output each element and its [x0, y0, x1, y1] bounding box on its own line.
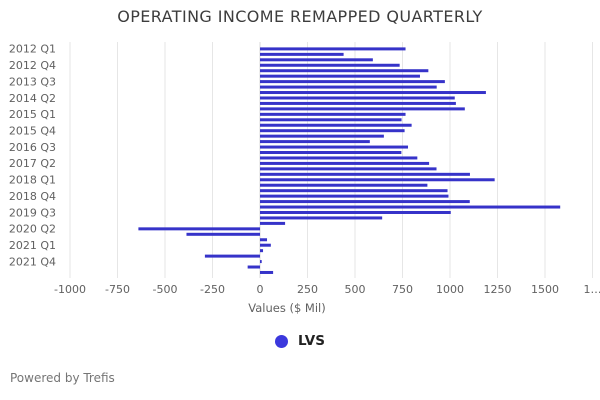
bar[interactable] [260, 80, 445, 84]
bar[interactable] [260, 123, 412, 127]
bar[interactable] [260, 249, 264, 253]
bar[interactable] [260, 151, 402, 155]
y-tick-label: 2015 Q4 [9, 124, 56, 137]
bar[interactable] [260, 161, 430, 165]
bar[interactable] [260, 58, 373, 62]
chart-title: OPERATING INCOME REMAPPED QUARTERLY [117, 7, 483, 26]
x-tick-label: -750 [105, 283, 130, 296]
bar[interactable] [260, 172, 470, 176]
x-tick-label: 500 [345, 283, 366, 296]
x-tick-label: 1… [584, 283, 600, 296]
bar[interactable] [260, 134, 384, 138]
bar[interactable] [260, 200, 470, 204]
x-tick-label: -1000 [54, 283, 86, 296]
x-tick-label: -250 [200, 283, 225, 296]
bar[interactable] [138, 227, 260, 231]
y-tick-label: 2021 Q1 [9, 239, 56, 252]
legend-marker-icon [275, 334, 289, 348]
bar[interactable] [260, 178, 495, 182]
bar[interactable] [260, 140, 370, 144]
x-tick-label: 1000 [436, 283, 464, 296]
bar[interactable] [260, 189, 448, 193]
bar[interactable] [260, 47, 406, 51]
bar[interactable] [247, 265, 260, 269]
y-tick-label: 2021 Q4 [9, 255, 56, 268]
bar[interactable] [260, 183, 428, 187]
bar[interactable] [260, 101, 456, 105]
bar[interactable] [260, 96, 455, 100]
bar[interactable] [260, 91, 486, 95]
bar[interactable] [260, 167, 437, 171]
bar[interactable] [260, 112, 406, 116]
bar[interactable] [260, 107, 465, 111]
x-tick-label: 250 [297, 283, 318, 296]
x-tick-label: 0 [257, 283, 264, 296]
x-tick-label: -500 [153, 283, 178, 296]
y-tick-label: 2018 Q1 [9, 174, 56, 187]
bar[interactable] [260, 243, 271, 247]
bar[interactable] [260, 194, 449, 198]
bar[interactable] [260, 270, 274, 274]
bar[interactable] [204, 254, 260, 258]
bar[interactable] [186, 232, 260, 236]
y-tick-label: 2013 Q3 [9, 75, 56, 88]
bar[interactable] [260, 85, 437, 89]
y-tick-label: 2016 Q3 [9, 141, 56, 154]
y-tick-label: 2018 Q4 [9, 190, 56, 203]
y-tick-label: 2012 Q4 [9, 59, 56, 72]
bar[interactable] [260, 221, 286, 225]
legend-item-lvs[interactable]: LVS [0, 333, 600, 349]
bar[interactable] [260, 63, 400, 67]
y-tick-label: 2015 Q1 [9, 108, 56, 121]
y-tick-label: 2017 Q2 [9, 157, 56, 170]
bar[interactable] [260, 129, 405, 133]
bar[interactable] [260, 210, 451, 214]
x-tick-label: 1500 [531, 283, 559, 296]
bar[interactable] [260, 145, 409, 149]
y-tick-label: 2014 Q2 [9, 92, 56, 105]
bar[interactable] [260, 118, 402, 122]
bar[interactable] [260, 52, 344, 56]
x-tick-label: 1250 [484, 283, 512, 296]
powered-by-trefis: Powered by Trefis [10, 371, 115, 385]
x-axis-title: Values ($ Mil) [248, 301, 326, 315]
x-tick-label: 750 [392, 283, 413, 296]
bar[interactable] [260, 69, 429, 73]
y-tick-label: 2012 Q1 [9, 43, 56, 56]
bar[interactable] [260, 216, 383, 220]
bar[interactable] [260, 156, 418, 160]
bar[interactable] [260, 238, 268, 242]
bar[interactable] [260, 260, 262, 264]
bar[interactable] [260, 205, 561, 209]
bar[interactable] [260, 74, 420, 78]
y-tick-label: 2020 Q2 [9, 223, 56, 236]
legend-label: LVS [298, 333, 325, 349]
y-tick-label: 2019 Q3 [9, 206, 56, 219]
